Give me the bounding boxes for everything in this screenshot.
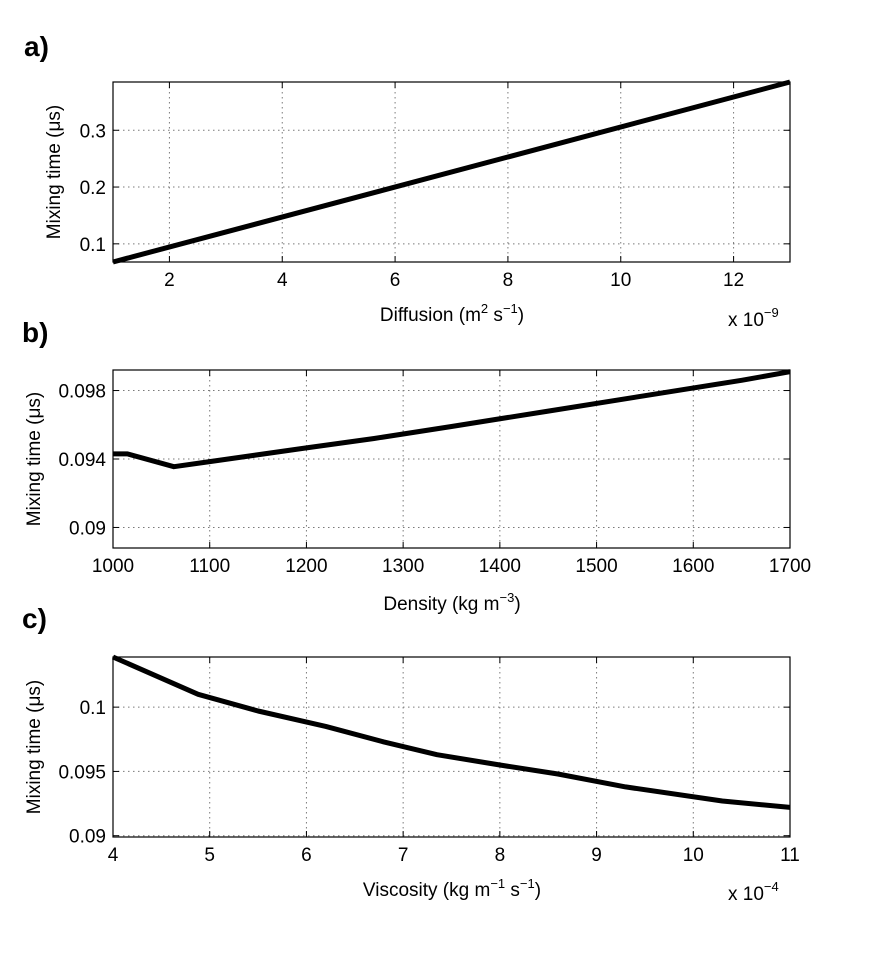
y-tick-label: 0.1 (80, 235, 106, 256)
x-axis-label-part: −1 (503, 301, 518, 316)
y-axis-label: Mixing time (μs) (24, 680, 45, 814)
y-axis-label: Mixing time (μs) (24, 392, 45, 526)
x-tick-label: 8 (503, 270, 514, 291)
x-tick-label: 12 (723, 270, 744, 291)
x-axis-label: Density (kg m−3) (383, 590, 520, 615)
x-axis-multiplier: x 10−9 (728, 305, 779, 331)
y-tick-label: 0.3 (80, 121, 106, 142)
chart-panel-3: c) 4 5 6 7 8 9 10 11 0.09 0.095 0.1 Mixing time (μs)… (22, 603, 800, 905)
x-axis-label: Viscosity (kg m−1 s−1) (363, 876, 541, 901)
x-tick-label: 5 (204, 845, 215, 866)
x-tick-label: 1600 (672, 556, 714, 577)
x-axis-label-part: Viscosity (kg m (363, 880, 490, 901)
y-axis-label: Mixing time (μs) (44, 105, 65, 239)
panel-label: b) (22, 317, 48, 348)
multiplier-exponent: −9 (764, 305, 779, 320)
plot-frame (112, 656, 791, 838)
x-axis-label: Diffusion (m2 s−1) (380, 301, 524, 326)
x-axis-label-part: −1 (490, 876, 505, 891)
y-tick-label: 0.095 (58, 762, 106, 783)
x-tick-label: 1500 (575, 556, 617, 577)
y-tick-label: 0.09 (69, 518, 106, 539)
y-tick-label: 0.098 (58, 382, 106, 403)
x-tick-label: 1700 (769, 556, 811, 577)
x-axis-label-part: s (505, 880, 520, 901)
x-axis-label-part: −1 (520, 876, 535, 891)
chart-panel-1: a) 2 4 6 8 10 12 0.1 0.2 0.3 Mixing time (μs) Diffu… (24, 31, 791, 331)
x-axis-label-part: Density (kg m (383, 594, 499, 615)
x-tick-label: 2 (164, 270, 175, 291)
multiplier-base: x 10 (728, 884, 764, 905)
series-line-1 (112, 79, 791, 265)
y-tick-label: 0.1 (80, 698, 106, 719)
x-tick-label: 9 (591, 845, 602, 866)
x-tick-label: 8 (495, 845, 506, 866)
x-tick-label: 7 (398, 845, 409, 866)
x-axis-label-part: Diffusion (m (380, 305, 481, 326)
y-tick-label: 0.09 (69, 827, 106, 848)
panel-label: c) (22, 603, 47, 634)
x-tick-label: 4 (277, 270, 288, 291)
x-axis-label-part: s (488, 305, 503, 326)
chart-panel-2: b) 1000 1100 1200 1300 1400 1500 1600 1700 0.09 0.… (22, 317, 811, 615)
x-tick-label: 1300 (382, 556, 424, 577)
x-tick-label: 11 (780, 845, 800, 866)
x-tick-label: 1400 (479, 556, 521, 577)
x-tick-label: 1100 (189, 556, 230, 577)
series-line-1 (113, 369, 791, 470)
multiplier-exponent: −4 (764, 879, 779, 894)
multiplier-base: x 10 (728, 310, 764, 331)
x-axis-multiplier: x 10−4 (728, 879, 779, 905)
x-tick-label: 6 (301, 845, 312, 866)
x-axis-label-part: ) (535, 880, 541, 901)
y-tick-label: 0.2 (80, 178, 106, 199)
series-line-1 (111, 654, 791, 810)
plot-frame (112, 81, 791, 263)
x-axis-label-part: 2 (481, 301, 488, 316)
x-tick-label: 6 (390, 270, 401, 291)
y-tick-label: 0.094 (58, 450, 106, 471)
x-tick-label: 10 (610, 270, 631, 291)
x-tick-label: 1000 (92, 556, 134, 577)
panel-label: a) (24, 31, 49, 62)
x-tick-label: 1200 (285, 556, 327, 577)
x-axis-label-part: −3 (499, 590, 514, 605)
x-tick-label: 10 (683, 845, 704, 866)
x-tick-label: 4 (108, 845, 119, 866)
x-axis-label-part: ) (518, 305, 524, 326)
x-axis-label-part: ) (514, 594, 520, 615)
